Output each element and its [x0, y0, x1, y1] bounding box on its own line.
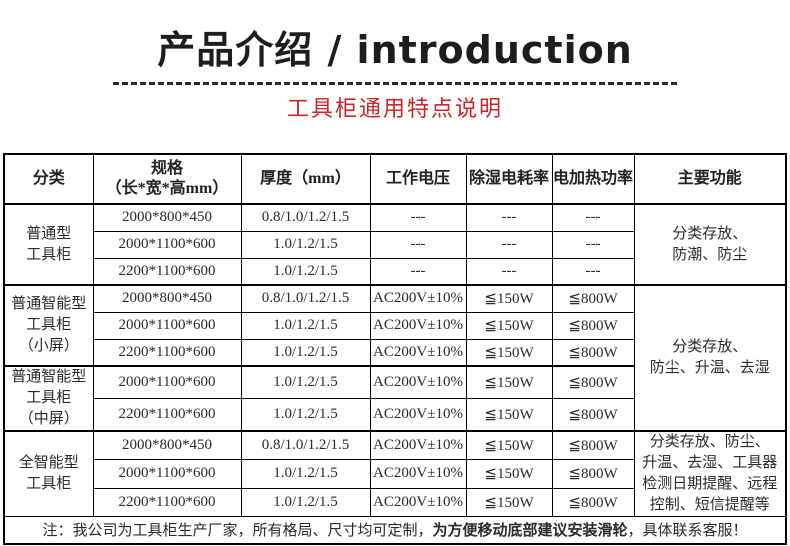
column-header-thickness: 厚度（mm）	[240, 153, 371, 205]
category-cell: 普通智能型 工具柜 （中屏）	[3, 365, 94, 432]
functions-cell: 分类存放、防尘、 升温、去湿、工具器 检测日期提醒、远程 控制、短信提醒等	[633, 430, 787, 517]
spec-cell: 2000*1100*600	[92, 230, 242, 259]
note-suffix: ，具体联系客服！	[627, 521, 748, 540]
dehumidify-cell: ≦150W	[465, 459, 553, 489]
functions-cell: 分类存放、 防潮、防尘	[633, 203, 787, 286]
spec-cell: 2000*1100*600	[92, 365, 242, 399]
thickness-cell: 1.0/1.2/1.5	[240, 311, 371, 340]
table-row: 2000*1100*600 1.0/1.2/1.5 --- --- ---	[4, 230, 786, 259]
heating-cell: ≦800W	[551, 365, 635, 399]
thickness-cell: 1.0/1.2/1.5	[240, 257, 371, 286]
dehumidify-cell: ≦150W	[465, 487, 553, 517]
dehumidify-cell: ≦150W	[465, 311, 553, 340]
spec-cell: 2200*1100*600	[92, 257, 242, 286]
table-row: 2200*1100*600 1.0/1.2/1.5 AC200V±10% ≦15…	[4, 487, 786, 517]
thickness-cell: 1.0/1.2/1.5	[240, 398, 371, 432]
note-row: 注：我公司为工具柜生产厂家，所有格局、尺寸均可定制，为方便移动底部建议安装滑轮，…	[3, 516, 787, 544]
heating-cell: ---	[551, 203, 635, 232]
column-header-spec: 规格 （长*宽*高mm）	[92, 153, 242, 205]
heating-cell: ≦800W	[551, 338, 635, 367]
dehumidify-cell: ≦150W	[465, 398, 553, 432]
thickness-cell: 1.0/1.2/1.5	[240, 230, 371, 259]
thickness-cell: 0.8/1.0/1.2/1.5	[240, 203, 371, 232]
dehumidify-cell: ≦150W	[465, 430, 553, 460]
thickness-cell: 1.0/1.2/1.5	[240, 459, 371, 489]
column-header-functions: 主要功能	[633, 153, 787, 205]
column-header-voltage: 工作电压	[369, 153, 467, 205]
dashed-divider	[113, 82, 677, 85]
thickness-cell: 0.8/1.0/1.2/1.5	[240, 284, 371, 313]
thickness-cell: 1.0/1.2/1.5	[240, 365, 371, 399]
dehumidify-cell: ≦150W	[465, 284, 553, 313]
voltage-cell: AC200V±10%	[369, 430, 467, 460]
table-row: 普通型 工具柜 2000*800*450 0.8/1.0/1.2/1.5 ---…	[3, 203, 787, 286]
voltage-cell: ---	[369, 257, 467, 286]
note-bold-text: 为方便移动底部建议安装滑轮	[432, 521, 628, 540]
table-row: 2000*1100*600 1.0/1.2/1.5 AC200V±10% ≦15…	[4, 311, 786, 340]
category-cell: 普通智能型 工具柜 （小屏）	[3, 284, 94, 367]
voltage-cell: ---	[369, 230, 467, 259]
dehumidify-cell: ---	[465, 230, 553, 259]
spec-cell: 2000*800*450	[92, 203, 242, 232]
note-text: 注：我公司为工具柜生产厂家，所有格局、尺寸均可定制，为方便移动底部建议安装滑轮，…	[3, 516, 787, 544]
spec-cell: 2200*1100*600	[92, 487, 242, 517]
voltage-cell: ---	[369, 203, 467, 232]
heating-cell: ---	[551, 230, 635, 259]
column-header-dehumidify-power: 除湿电耗率	[465, 153, 553, 205]
table-row: 2000*1100*600 1.0/1.2/1.5 AC200V±10% ≦15…	[4, 459, 786, 489]
dehumidify-cell: ---	[465, 257, 553, 286]
voltage-cell: AC200V±10%	[369, 459, 467, 489]
dehumidify-cell: ≦150W	[465, 365, 553, 399]
heating-cell: ≦800W	[551, 430, 635, 460]
page-title: 产品介绍 / introduction	[157, 28, 633, 72]
category-cell: 全智能型 工具柜	[3, 430, 94, 517]
category-cell: 普通型 工具柜	[3, 203, 94, 286]
heating-cell: ≦800W	[551, 284, 635, 313]
voltage-cell: AC200V±10%	[369, 487, 467, 517]
spec-cell: 2000*800*450	[92, 430, 242, 460]
table-row: 普通智能型 工具柜 （中屏） 2000*1100*600 1.0/1.2/1.5…	[3, 365, 786, 432]
table-row: 2200*1100*600 1.0/1.2/1.5 AC200V±10% ≦15…	[4, 338, 786, 367]
spec-cell: 2200*1100*600	[92, 338, 242, 367]
spec-cell: 2200*1100*600	[92, 398, 242, 432]
spec-cell: 2000*800*450	[92, 284, 242, 313]
page-subtitle: 工具柜通用特点说明	[286, 97, 503, 122]
dehumidify-cell: ≦150W	[465, 338, 553, 367]
voltage-cell: AC200V±10%	[369, 311, 467, 340]
column-header-heating-power: 电加热功率	[551, 153, 635, 205]
heating-cell: ≦800W	[551, 311, 635, 340]
table-row: 2200*1100*600 1.0/1.2/1.5 --- --- ---	[4, 257, 786, 286]
functions-cell: 分类存放、 防尘、升温、去湿	[633, 284, 787, 432]
spec-cell: 2000*1100*600	[92, 311, 242, 340]
heating-cell: ≦800W	[551, 398, 635, 432]
table-row: 全智能型 工具柜 2000*800*450 0.8/1.0/1.2/1.5 AC…	[3, 430, 787, 517]
product-spec-table: 分类 规格 （长*宽*高mm） 厚度（mm） 工作电压 除湿电耗率 电加热功率 …	[3, 153, 787, 545]
voltage-cell: AC200V±10%	[369, 398, 467, 432]
heating-cell: ---	[551, 257, 635, 286]
thickness-cell: 0.8/1.0/1.2/1.5	[240, 430, 371, 460]
dehumidify-cell: ---	[465, 203, 553, 232]
voltage-cell: AC200V±10%	[369, 365, 467, 399]
thickness-cell: 1.0/1.2/1.5	[240, 338, 371, 367]
table-row: 普通智能型 工具柜 （小屏） 2000*800*450 0.8/1.0/1.2/…	[3, 284, 787, 432]
column-header-category: 分类	[3, 153, 94, 205]
thickness-cell: 1.0/1.2/1.5	[240, 487, 371, 517]
note-prefix: 注：我公司为工具柜生产厂家，所有格局、尺寸均可定制，	[42, 521, 433, 540]
voltage-cell: AC200V±10%	[369, 284, 467, 313]
table-row: 2200*1100*600 1.0/1.2/1.5 AC200V±10% ≦15…	[4, 398, 786, 432]
heating-cell: ≦800W	[551, 459, 635, 489]
heating-cell: ≦800W	[551, 487, 635, 517]
voltage-cell: AC200V±10%	[369, 338, 467, 367]
table-header-row: 分类 规格 （长*宽*高mm） 厚度（mm） 工作电压 除湿电耗率 电加热功率 …	[3, 153, 787, 205]
spec-cell: 2000*1100*600	[92, 459, 242, 489]
